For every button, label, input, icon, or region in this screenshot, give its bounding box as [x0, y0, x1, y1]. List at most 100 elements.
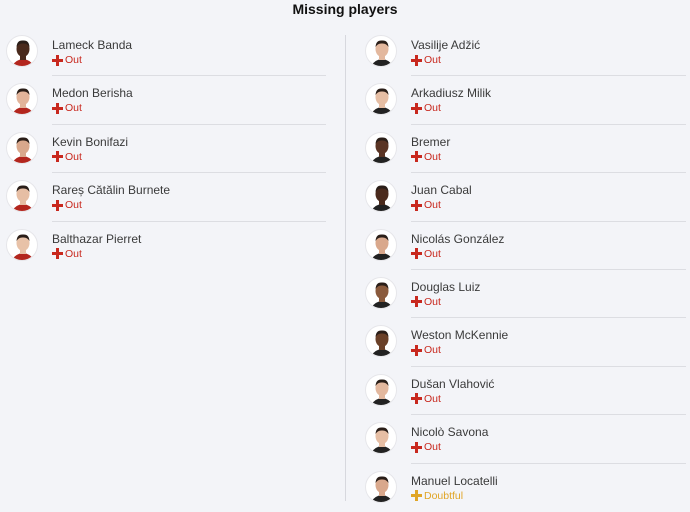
row-divider	[411, 220, 686, 222]
player-name[interactable]: Medon Berisha	[52, 86, 133, 101]
player-row[interactable]: Kevin Bonifazi Out	[6, 125, 326, 174]
player-row[interactable]: Nicolás González Out	[365, 222, 686, 270]
status-label: Out	[65, 54, 82, 66]
status-label: Out	[65, 150, 82, 163]
player-row[interactable]: Rareș Cătălin Burnete Out	[6, 173, 326, 222]
player-avatar[interactable]	[6, 83, 38, 116]
away-missing-list: Vasilije Adžić Out Arkadiusz Milik Out B…	[365, 28, 686, 512]
row-divider	[52, 172, 326, 174]
player-avatar[interactable]	[365, 35, 397, 67]
player-row[interactable]: Nicolò Savona Out	[365, 415, 686, 464]
injury-cross-icon	[411, 296, 422, 308]
injury-cross-icon	[52, 102, 63, 114]
player-row[interactable]: Vasilije Adžić Out	[365, 28, 686, 77]
player-row[interactable]: Bremer Out	[365, 125, 686, 174]
player-avatar[interactable]	[365, 470, 397, 503]
player-row[interactable]: Weston McKennie Out	[365, 318, 686, 367]
row-divider	[411, 268, 686, 270]
status-label: Out	[65, 102, 82, 115]
player-status: Out	[411, 151, 441, 163]
player-avatar[interactable]	[365, 373, 397, 406]
player-name[interactable]: Nicolás González	[411, 231, 505, 246]
player-status: Out	[411, 296, 441, 308]
player-row[interactable]: Dušan Vlahović Out	[365, 367, 686, 416]
player-name[interactable]: Lameck Banda	[52, 38, 133, 52]
player-name[interactable]: Douglas Luiz	[411, 279, 481, 294]
player-avatar[interactable]	[365, 228, 397, 261]
player-status: Out	[52, 248, 82, 260]
player-row[interactable]: Balthazar Pierret Out	[6, 222, 326, 270]
player-name[interactable]: Manuel Locatelli	[411, 473, 498, 488]
player-avatar[interactable]	[365, 131, 397, 164]
player-row[interactable]: Arkadiusz Milik Out	[365, 76, 686, 125]
player-status: Out	[411, 102, 441, 114]
player-avatar[interactable]	[6, 131, 38, 164]
player-row[interactable]: Juan Cabal Out	[365, 173, 686, 222]
player-status: Out	[411, 54, 441, 66]
row-divider	[52, 220, 326, 222]
row-divider	[52, 123, 326, 125]
injury-cross-icon	[52, 199, 63, 211]
doubtful-cross-icon	[411, 490, 422, 502]
status-label: Out	[424, 247, 441, 260]
row-divider	[411, 172, 686, 174]
player-row[interactable]: Manuel Locatelli Doubtful	[365, 464, 686, 512]
player-name[interactable]: Balthazar Pierret	[52, 231, 142, 246]
injury-cross-icon	[411, 199, 422, 211]
injury-cross-icon	[411, 54, 422, 66]
player-status: Out	[411, 441, 441, 453]
player-status: Out	[411, 393, 441, 405]
player-status: Doubtful	[411, 490, 463, 502]
player-status: Out	[52, 199, 82, 211]
player-avatar[interactable]	[365, 276, 397, 309]
row-divider	[52, 75, 326, 77]
injury-cross-icon	[52, 151, 63, 163]
player-avatar[interactable]	[6, 228, 38, 261]
injury-cross-icon	[52, 248, 63, 260]
column-divider	[345, 35, 346, 501]
status-label: Out	[424, 295, 441, 308]
player-status: Out	[52, 102, 82, 114]
injury-cross-icon	[411, 102, 422, 114]
player-row[interactable]: Douglas Luiz Out	[365, 270, 686, 319]
player-avatar[interactable]	[365, 83, 397, 116]
player-name[interactable]: Kevin Bonifazi	[52, 134, 129, 149]
player-status: Out	[411, 344, 441, 356]
status-label: Out	[424, 392, 441, 405]
player-name[interactable]: Vasilije Adžić	[411, 38, 481, 52]
row-divider	[411, 75, 686, 77]
injury-cross-icon	[411, 441, 422, 453]
injury-cross-icon	[411, 248, 422, 260]
player-avatar[interactable]	[365, 422, 397, 455]
player-row[interactable]: Lameck Banda Out	[6, 28, 326, 77]
row-divider	[411, 414, 686, 416]
player-avatar[interactable]	[6, 180, 38, 213]
player-status: Out	[52, 54, 82, 66]
status-label: Out	[424, 199, 441, 212]
player-status: Out	[411, 199, 441, 211]
player-name[interactable]: Nicolò Savona	[411, 425, 489, 440]
row-divider	[411, 365, 686, 367]
player-name[interactable]: Juan Cabal	[411, 183, 472, 198]
status-label: Out	[424, 150, 441, 163]
status-label: Doubtful	[424, 489, 464, 502]
player-name[interactable]: Rareș Cătălin Burnete	[52, 183, 171, 198]
injury-cross-icon	[52, 54, 63, 66]
player-name[interactable]: Weston McKennie	[411, 328, 509, 343]
row-divider	[411, 317, 686, 319]
player-status: Out	[52, 151, 82, 163]
player-name[interactable]: Dušan Vlahović	[411, 376, 495, 391]
player-name[interactable]: Arkadiusz Milik	[411, 86, 492, 101]
player-status: Out	[411, 248, 441, 260]
status-label: Out	[424, 344, 441, 357]
player-avatar[interactable]	[365, 180, 397, 213]
player-avatar[interactable]	[365, 325, 397, 358]
injury-cross-icon	[411, 393, 422, 405]
page-title: Missing players	[292, 1, 398, 17]
player-avatar[interactable]	[6, 35, 38, 67]
player-row[interactable]: Medon Berisha Out	[6, 76, 326, 125]
status-label: Out	[424, 441, 441, 454]
status-label: Out	[424, 102, 441, 115]
player-name[interactable]: Bremer	[411, 134, 451, 149]
injury-cross-icon	[411, 344, 422, 356]
